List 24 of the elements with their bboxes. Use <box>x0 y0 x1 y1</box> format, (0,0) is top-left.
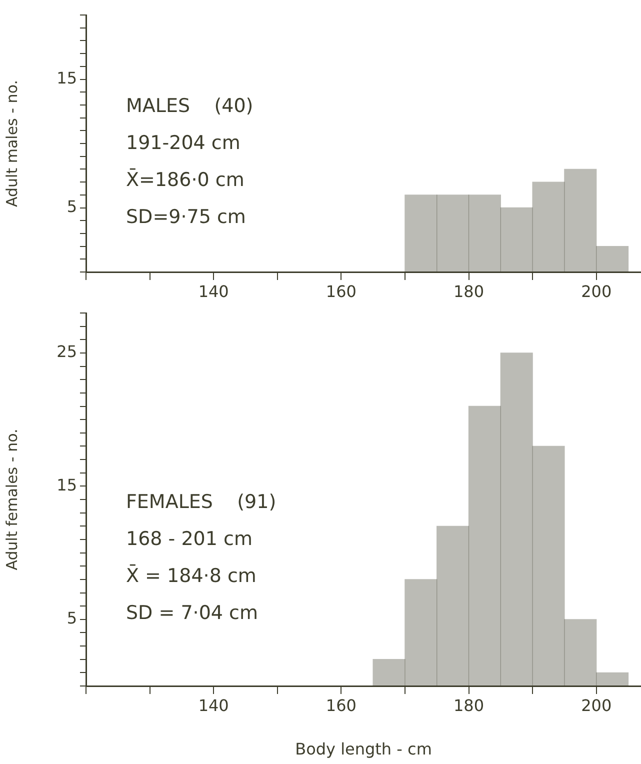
annotation: SD=9·75 cm <box>126 206 246 228</box>
x-tick-label: 200 <box>581 696 612 715</box>
annotation: X̄ = 184·8 cm <box>126 564 256 587</box>
y-tick-label: 25 <box>56 342 77 362</box>
y-axis-title: Adult females - no. <box>2 428 21 570</box>
y-axis-title: Adult males - no. <box>2 80 21 207</box>
x-tick-label: 180 <box>453 696 484 715</box>
x-tick-label: 200 <box>581 282 612 301</box>
annotation: 168 - 201 cm <box>126 528 252 550</box>
x-tick-label: 160 <box>326 696 356 715</box>
annotation: X̄=186·0 cm <box>126 168 244 191</box>
x-tick-label: 180 <box>453 282 484 301</box>
x-tick-label: 160 <box>326 282 356 301</box>
x-tick-label: 140 <box>198 696 229 715</box>
y-tick-label: 5 <box>66 608 77 628</box>
annotation: SD = 7·04 cm <box>126 602 258 624</box>
annotation: FEMALES (91) <box>126 491 276 513</box>
x-tick-label: 140 <box>198 282 229 301</box>
annotation: 191-204 cm <box>126 132 240 154</box>
y-tick-label: 15 <box>56 475 77 494</box>
annotation: MALES (40) <box>126 95 254 117</box>
x-axis-title: Body length - cm <box>295 740 432 759</box>
y-tick-label: 15 <box>56 68 77 88</box>
y-tick-label: 5 <box>66 196 77 216</box>
